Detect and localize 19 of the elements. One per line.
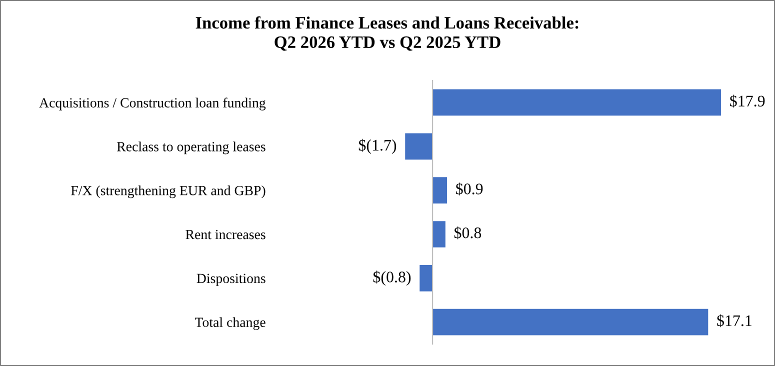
y-tick-label: Reclass to operating leases xyxy=(116,142,266,154)
y-tick-label: Acquisitions / Construction loan funding xyxy=(39,98,266,110)
bar xyxy=(420,264,433,292)
data-label: $(0.8) xyxy=(373,270,411,286)
data-label: $(1.7) xyxy=(358,138,396,154)
bar xyxy=(432,221,446,248)
bar xyxy=(432,177,448,204)
y-tick-label: Total change xyxy=(194,317,266,330)
chart-title: Income from Finance Leases and Loans Receivable: Q2 2026 YTD vs Q2 2025 YTD xyxy=(196,16,578,51)
data-label: $0.9 xyxy=(456,182,483,196)
y-tick-label: Dispositions xyxy=(196,274,266,286)
bar xyxy=(405,133,433,160)
bar xyxy=(432,308,708,336)
y-tick-label: Rent increases xyxy=(186,230,266,240)
data-label: $17.9 xyxy=(730,94,765,108)
bar xyxy=(432,89,722,116)
data-label: $0.8 xyxy=(454,226,482,240)
y-tick-label: F/X (strengthening EUR and GBP) xyxy=(71,186,266,198)
data-label: $17.1 xyxy=(717,314,752,328)
